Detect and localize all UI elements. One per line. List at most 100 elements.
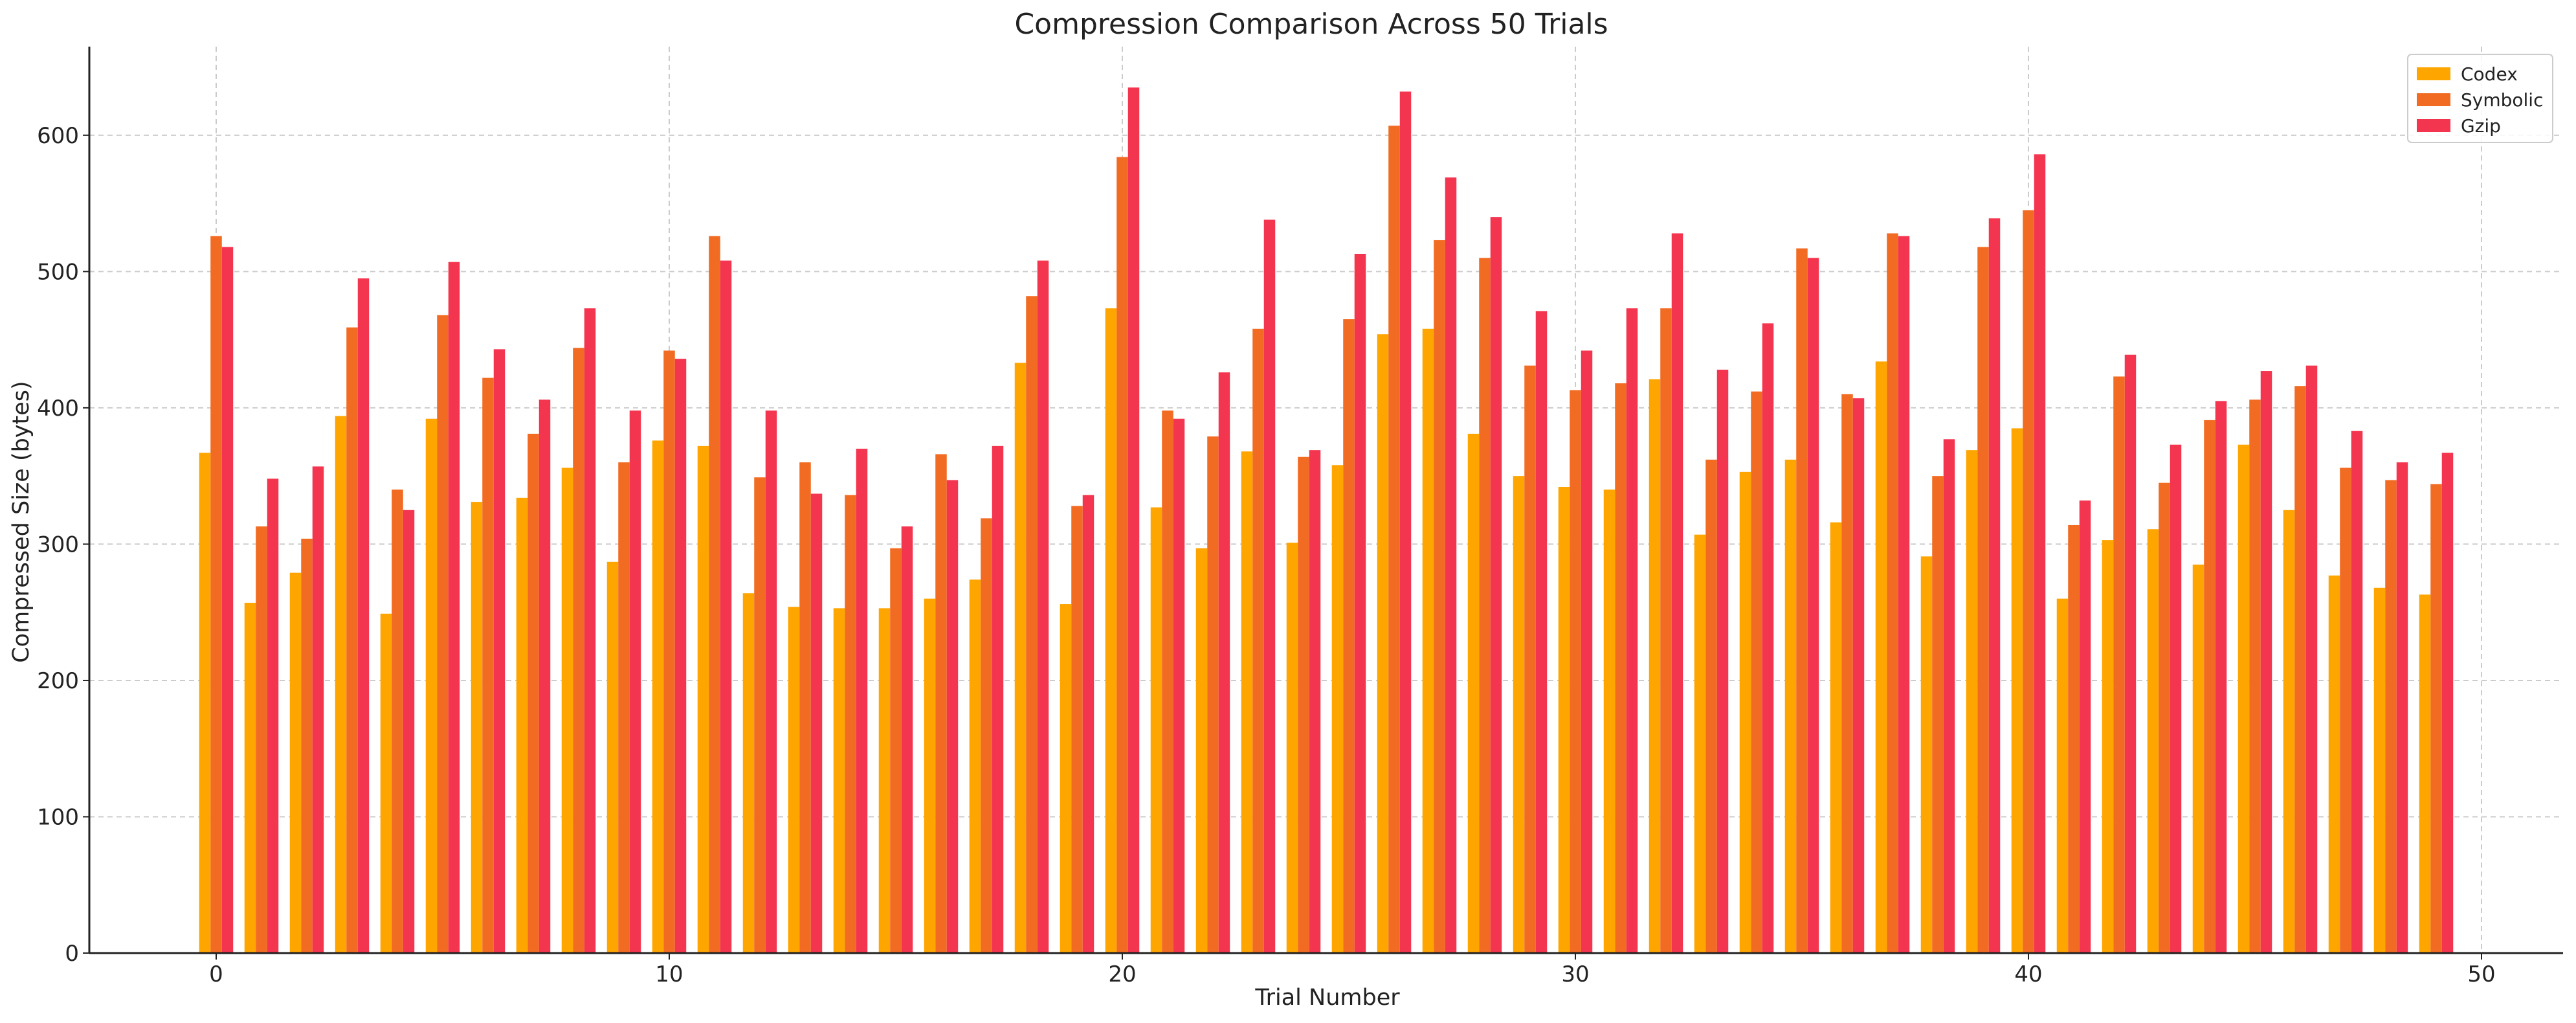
bar-gzip-17: [992, 445, 1004, 953]
bar-codex-10: [652, 440, 664, 953]
legend-label-gzip: Gzip: [2461, 115, 2501, 137]
bars-layer: [199, 87, 2454, 954]
bar-symbolic-39: [1977, 247, 1989, 954]
bar-codex-48: [2373, 587, 2386, 953]
bar-gzip-48: [2396, 462, 2408, 953]
bar-gzip-40: [2034, 154, 2046, 953]
bar-codex-36: [1830, 522, 1842, 953]
bar-codex-45: [2237, 444, 2250, 953]
bar-symbolic-47: [2340, 467, 2351, 953]
bar-codex-5: [425, 418, 438, 953]
legend-label-codex: Codex: [2461, 63, 2518, 85]
bar-gzip-47: [2351, 431, 2363, 953]
bar-symbolic-22: [1207, 436, 1219, 953]
bar-symbolic-19: [1071, 506, 1083, 953]
bar-symbolic-35: [1796, 248, 1808, 953]
bar-codex-32: [1649, 379, 1661, 953]
grid-lines: [89, 47, 2563, 953]
bar-codex-27: [1422, 328, 1434, 954]
bar-codex-16: [924, 598, 936, 953]
bar-symbolic-23: [1252, 328, 1264, 954]
bar-gzip-9: [629, 410, 641, 953]
bar-codex-12: [742, 593, 755, 953]
bar-codex-29: [1513, 476, 1525, 953]
bar-gzip-4: [403, 510, 415, 953]
bar-symbolic-37: [1887, 233, 1898, 954]
bar-symbolic-11: [709, 236, 720, 953]
bar-gzip-21: [1173, 418, 1185, 953]
bar-symbolic-8: [573, 348, 584, 953]
bar-codex-19: [1060, 604, 1072, 953]
bar-gzip-6: [493, 349, 505, 953]
bar-symbolic-10: [663, 350, 675, 953]
bar-codex-7: [516, 497, 528, 953]
bar-symbolic-5: [437, 315, 449, 954]
bar-gzip-5: [448, 262, 460, 953]
bar-gzip-10: [674, 359, 687, 953]
bar-codex-20: [1105, 308, 1117, 953]
bar-symbolic-24: [1298, 456, 1309, 953]
bar-codex-40: [2011, 428, 2023, 953]
bar-gzip-14: [856, 449, 868, 953]
legend-label-symbolic: Symbolic: [2461, 89, 2543, 111]
bar-codex-18: [1014, 363, 1027, 953]
bar-symbolic-45: [2249, 399, 2261, 953]
bar-gzip-0: [221, 247, 234, 954]
bar-symbolic-15: [890, 548, 902, 953]
bar-symbolic-43: [2159, 482, 2170, 953]
bar-codex-13: [788, 607, 800, 953]
bar-symbolic-6: [482, 377, 494, 953]
bar-codex-2: [289, 572, 302, 953]
bar-symbolic-42: [2113, 376, 2125, 953]
x-tick-label: 30: [1561, 961, 1589, 987]
bar-symbolic-4: [392, 489, 403, 953]
bar-symbolic-31: [1615, 383, 1627, 953]
y-tick-label: 0: [65, 941, 79, 967]
bar-codex-11: [697, 445, 709, 953]
bar-gzip-25: [1354, 254, 1366, 953]
y-tick-label: 600: [37, 123, 79, 149]
bar-codex-8: [561, 467, 573, 953]
bar-symbolic-3: [346, 327, 358, 953]
bar-symbolic-16: [935, 454, 947, 953]
bar-gzip-35: [1807, 258, 1819, 953]
bar-gzip-39: [1988, 218, 2001, 953]
bar-gzip-49: [2441, 453, 2454, 953]
bar-codex-41: [2056, 598, 2069, 953]
bar-codex-44: [2192, 565, 2204, 953]
bar-gzip-7: [539, 399, 551, 953]
bar-gzip-27: [1445, 177, 1457, 954]
bar-gzip-45: [2260, 371, 2272, 953]
bar-codex-39: [1966, 450, 1978, 953]
bar-codex-28: [1467, 433, 1480, 953]
bar-gzip-22: [1218, 372, 1230, 953]
bar-codex-1: [244, 602, 256, 953]
bar-symbolic-33: [1705, 459, 1717, 953]
bar-gzip-38: [1943, 439, 1955, 953]
bar-symbolic-41: [2068, 524, 2080, 953]
x-tick-label: 50: [2467, 961, 2495, 987]
bar-symbolic-48: [2385, 480, 2397, 953]
bar-gzip-36: [1852, 398, 1865, 953]
bar-codex-4: [380, 613, 392, 953]
bar-codex-49: [2419, 594, 2431, 953]
bar-symbolic-12: [754, 477, 766, 953]
bar-gzip-33: [1716, 369, 1729, 953]
bar-gzip-26: [1399, 91, 1412, 954]
bar-gzip-42: [2124, 354, 2137, 953]
bar-symbolic-14: [845, 495, 856, 953]
bar-codex-23: [1241, 451, 1253, 953]
bar-gzip-8: [584, 308, 596, 953]
bar-codex-38: [1920, 556, 1933, 953]
bar-symbolic-44: [2204, 420, 2215, 953]
bar-codex-35: [1784, 459, 1797, 953]
x-tick-label: 20: [1108, 961, 1136, 987]
bar-codex-43: [2147, 529, 2159, 953]
y-tick-label: 400: [37, 396, 79, 422]
bar-gzip-23: [1263, 219, 1276, 953]
legend: Codex Symbolic Gzip: [2407, 54, 2553, 143]
bar-gzip-3: [357, 278, 370, 953]
bar-codex-3: [335, 416, 347, 953]
